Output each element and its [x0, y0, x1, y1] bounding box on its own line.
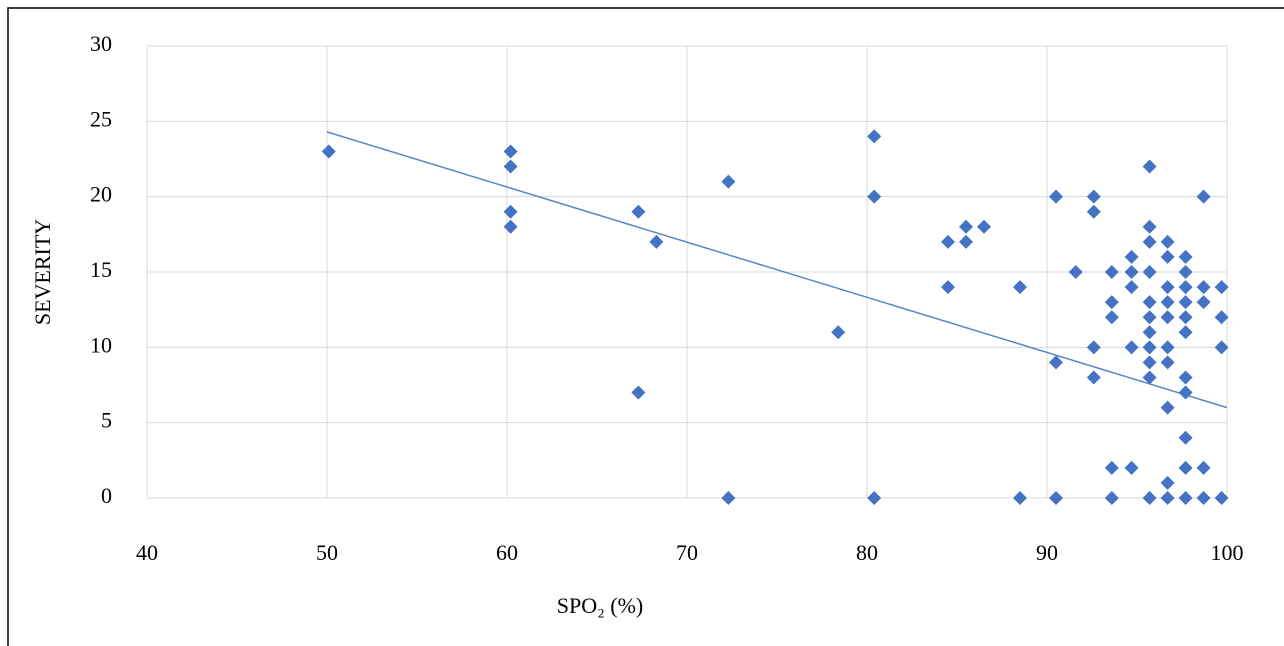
- data-point: [867, 491, 881, 505]
- data-point: [1087, 205, 1101, 219]
- data-point: [1125, 340, 1139, 354]
- data-point: [721, 175, 735, 189]
- data-point: [1179, 461, 1193, 475]
- data-point: [1179, 250, 1193, 264]
- data-point: [1161, 355, 1175, 369]
- data-point: [1197, 461, 1211, 475]
- data-point: [1143, 160, 1157, 174]
- data-point: [1143, 310, 1157, 324]
- y-tick-label: 10: [90, 332, 112, 357]
- data-point: [1105, 310, 1119, 324]
- data-point: [1105, 491, 1119, 505]
- data-point: [1069, 265, 1083, 279]
- data-point: [1049, 491, 1063, 505]
- data-point: [1013, 280, 1027, 294]
- data-point: [322, 144, 336, 158]
- data-point: [831, 325, 845, 339]
- data-point: [1143, 265, 1157, 279]
- data-point: [1179, 310, 1193, 324]
- data-point: [1143, 295, 1157, 309]
- y-tick-label: 20: [90, 182, 112, 207]
- data-point: [1161, 280, 1175, 294]
- data-point: [1197, 491, 1211, 505]
- data-point: [959, 235, 973, 249]
- data-point: [1087, 370, 1101, 384]
- data-point: [1179, 280, 1193, 294]
- data-point: [977, 220, 991, 234]
- x-tick-label: 40: [136, 540, 158, 565]
- data-point: [504, 205, 518, 219]
- x-tick-label: 50: [316, 540, 338, 565]
- data-point: [504, 160, 518, 174]
- data-point: [1161, 235, 1175, 249]
- data-point: [1197, 295, 1211, 309]
- data-point: [1161, 250, 1175, 264]
- data-point: [1179, 431, 1193, 445]
- data-point: [1161, 401, 1175, 415]
- y-tick-label: 30: [90, 31, 112, 56]
- data-point: [941, 235, 955, 249]
- data-point: [649, 235, 663, 249]
- data-point: [1125, 250, 1139, 264]
- data-point: [1197, 280, 1211, 294]
- x-tick-label: 80: [856, 540, 878, 565]
- y-tick-label: 5: [101, 408, 112, 433]
- data-point: [1049, 355, 1063, 369]
- data-point: [1179, 370, 1193, 384]
- data-point: [1161, 476, 1175, 490]
- trendline: [327, 132, 1227, 408]
- data-point: [1179, 491, 1193, 505]
- data-point: [1105, 265, 1119, 279]
- data-point: [1197, 190, 1211, 204]
- data-point: [1179, 295, 1193, 309]
- data-point: [1087, 340, 1101, 354]
- data-point: [941, 280, 955, 294]
- data-point: [1087, 190, 1101, 204]
- data-point: [1179, 386, 1193, 400]
- data-point: [1143, 340, 1157, 354]
- x-tick-label: 70: [676, 540, 698, 565]
- data-point: [1143, 355, 1157, 369]
- y-tick-label: 25: [90, 106, 112, 131]
- data-point: [1143, 235, 1157, 249]
- data-point: [1179, 325, 1193, 339]
- data-point: [867, 129, 881, 143]
- data-point: [1161, 491, 1175, 505]
- data-point: [1105, 295, 1119, 309]
- data-point: [1161, 340, 1175, 354]
- data-point: [1013, 491, 1027, 505]
- data-point: [959, 220, 973, 234]
- x-tick-label: 60: [496, 540, 518, 565]
- data-point: [1143, 325, 1157, 339]
- data-point: [1143, 220, 1157, 234]
- x-tick-label: 100: [1211, 540, 1244, 565]
- data-point: [504, 220, 518, 234]
- y-tick-label: 0: [101, 483, 112, 508]
- data-point: [1105, 461, 1119, 475]
- data-point: [721, 491, 735, 505]
- chart: SPO₂ (%) SEVERITY 0 5 10 15 20 25 30 40 50 60 70 80…: [0, 0, 1284, 646]
- data-point: [1125, 265, 1139, 279]
- data-point: [631, 205, 645, 219]
- data-point: [504, 144, 518, 158]
- data-point: [1143, 491, 1157, 505]
- data-point: [1161, 295, 1175, 309]
- data-point: [1125, 280, 1139, 294]
- data-point: [867, 190, 881, 204]
- data-point: [1049, 190, 1063, 204]
- data-point: [1161, 310, 1175, 324]
- x-axis-label: SPO₂ (%): [557, 593, 644, 618]
- data-point: [631, 386, 645, 400]
- data-point: [1179, 265, 1193, 279]
- y-tick-label: 15: [90, 257, 112, 282]
- chart-border: [8, 8, 1284, 646]
- y-axis-label: SEVERITY: [30, 219, 55, 325]
- x-tick-label: 90: [1036, 540, 1058, 565]
- data-point: [1125, 461, 1139, 475]
